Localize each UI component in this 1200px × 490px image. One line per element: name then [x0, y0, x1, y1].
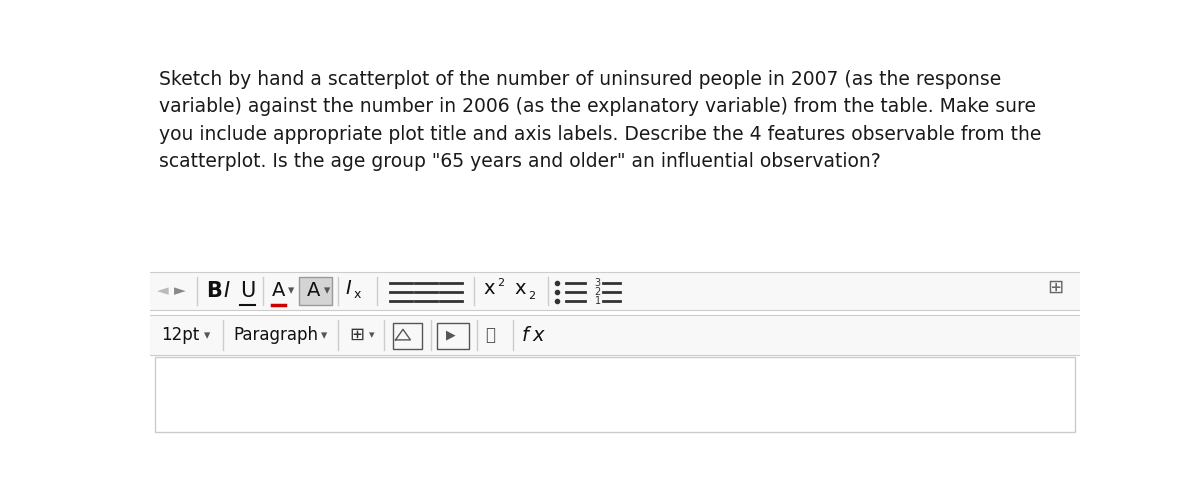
Text: ⊞: ⊞ — [349, 326, 364, 344]
FancyBboxPatch shape — [299, 276, 332, 305]
FancyBboxPatch shape — [150, 316, 1080, 355]
Text: 2: 2 — [497, 277, 504, 288]
Text: x: x — [515, 279, 526, 298]
Text: 3: 3 — [594, 278, 601, 288]
Text: ▾: ▾ — [324, 284, 330, 297]
Text: 🔗: 🔗 — [485, 326, 494, 344]
Text: A: A — [272, 281, 286, 300]
Text: ▾: ▾ — [288, 284, 294, 297]
Text: ▾: ▾ — [368, 330, 374, 340]
FancyBboxPatch shape — [155, 357, 1075, 432]
Text: U: U — [240, 281, 256, 301]
Text: I: I — [346, 279, 352, 298]
Text: 1: 1 — [594, 296, 601, 306]
Text: x: x — [533, 326, 544, 344]
Text: 12pt: 12pt — [161, 326, 199, 344]
Text: x: x — [482, 279, 494, 298]
Text: ⊞: ⊞ — [1046, 277, 1063, 296]
Text: Sketch by hand a scatterplot of the number of uninsured people in 2007 (as the r: Sketch by hand a scatterplot of the numb… — [160, 70, 1042, 171]
Text: 2: 2 — [528, 292, 535, 301]
Text: ▾: ▾ — [204, 329, 210, 342]
Text: ►: ► — [174, 283, 186, 298]
Text: ▾: ▾ — [322, 329, 328, 342]
Text: x: x — [354, 288, 361, 301]
Text: A: A — [307, 281, 320, 300]
Text: 2: 2 — [594, 287, 601, 297]
Text: I: I — [223, 281, 229, 301]
Text: f: f — [522, 326, 529, 344]
Text: B: B — [206, 281, 222, 301]
Text: ◄: ◄ — [157, 283, 169, 298]
FancyBboxPatch shape — [150, 272, 1080, 310]
Text: Paragraph: Paragraph — [234, 326, 319, 344]
Text: ▶: ▶ — [445, 329, 455, 342]
